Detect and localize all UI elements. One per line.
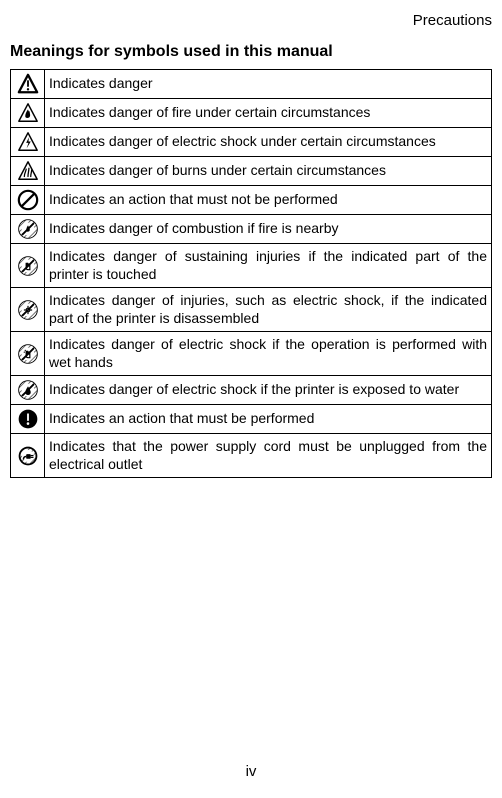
- symbol-description: Indicates danger of fire under certain c…: [45, 99, 492, 128]
- table-row: Indicates danger of burns under certain …: [11, 157, 492, 186]
- burn-triangle-cell: [11, 157, 45, 186]
- prohibit-fire-cell: [11, 215, 45, 244]
- table-row: Indicates an action that must not be per…: [11, 186, 492, 215]
- prohibit-disassemble: [13, 299, 42, 321]
- symbol-description: Indicates that the power supply cord mus…: [45, 434, 492, 478]
- table-row: Indicates danger of electric shock if th…: [11, 332, 492, 376]
- symbol-description: Indicates danger of electric shock if th…: [45, 332, 492, 376]
- table-row: Indicates that the power supply cord mus…: [11, 434, 492, 478]
- prohibit-disassemble-cell: [11, 288, 45, 332]
- prohibit-wet-hands: [13, 343, 42, 365]
- burn-triangle: [13, 160, 42, 182]
- fire-triangle: [13, 102, 42, 124]
- table-row: Indicates danger of combustion if fire i…: [11, 215, 492, 244]
- unplug-cell: [11, 434, 45, 478]
- table-row: Indicates danger of electric shock under…: [11, 128, 492, 157]
- prohibit-fire: [13, 218, 42, 240]
- fire-triangle-cell: [11, 99, 45, 128]
- warning-triangle: [13, 73, 42, 95]
- prohibit-water-cell: [11, 376, 45, 405]
- page-number: iv: [0, 763, 502, 780]
- symbol-description: Indicates danger of injuries, such as el…: [45, 288, 492, 332]
- prohibit-water: [13, 379, 42, 401]
- mandatory-action: [13, 408, 42, 430]
- page-title: Meanings for symbols used in this manual: [10, 43, 492, 61]
- unplug: [13, 445, 42, 467]
- symbol-description: Indicates an action that must be perform…: [45, 405, 492, 434]
- symbol-description: Indicates danger of burns under certain …: [45, 157, 492, 186]
- symbol-description: Indicates danger of electric shock if th…: [45, 376, 492, 405]
- symbol-meaning-table: Indicates danger Indicates danger of fir…: [10, 69, 492, 478]
- table-row: Indicates danger of electric shock if th…: [11, 376, 492, 405]
- table-row: Indicates danger of sustaining injuries …: [11, 244, 492, 288]
- shock-triangle-cell: [11, 128, 45, 157]
- prohibit-wet-hands-cell: [11, 332, 45, 376]
- table-row: Indicates danger: [11, 70, 492, 99]
- symbol-description: Indicates danger of electric shock under…: [45, 128, 492, 157]
- table-row: Indicates an action that must be perform…: [11, 405, 492, 434]
- symbol-description: Indicates an action that must not be per…: [45, 186, 492, 215]
- table-row: Indicates danger of injuries, such as el…: [11, 288, 492, 332]
- prohibit-touch-cell: [11, 244, 45, 288]
- prohibit-touch: [13, 255, 42, 277]
- symbol-description: Indicates danger: [45, 70, 492, 99]
- prohibit-plain: [13, 189, 42, 211]
- table-row: Indicates danger of fire under certain c…: [11, 99, 492, 128]
- warning-triangle-cell: [11, 70, 45, 99]
- header-section-label: Precautions: [10, 12, 492, 29]
- prohibit-plain-cell: [11, 186, 45, 215]
- symbol-description: Indicates danger of combustion if fire i…: [45, 215, 492, 244]
- mandatory-action-cell: [11, 405, 45, 434]
- symbol-description: Indicates danger of sustaining injuries …: [45, 244, 492, 288]
- page: Precautions Meanings for symbols used in…: [0, 0, 502, 798]
- shock-triangle: [13, 131, 42, 153]
